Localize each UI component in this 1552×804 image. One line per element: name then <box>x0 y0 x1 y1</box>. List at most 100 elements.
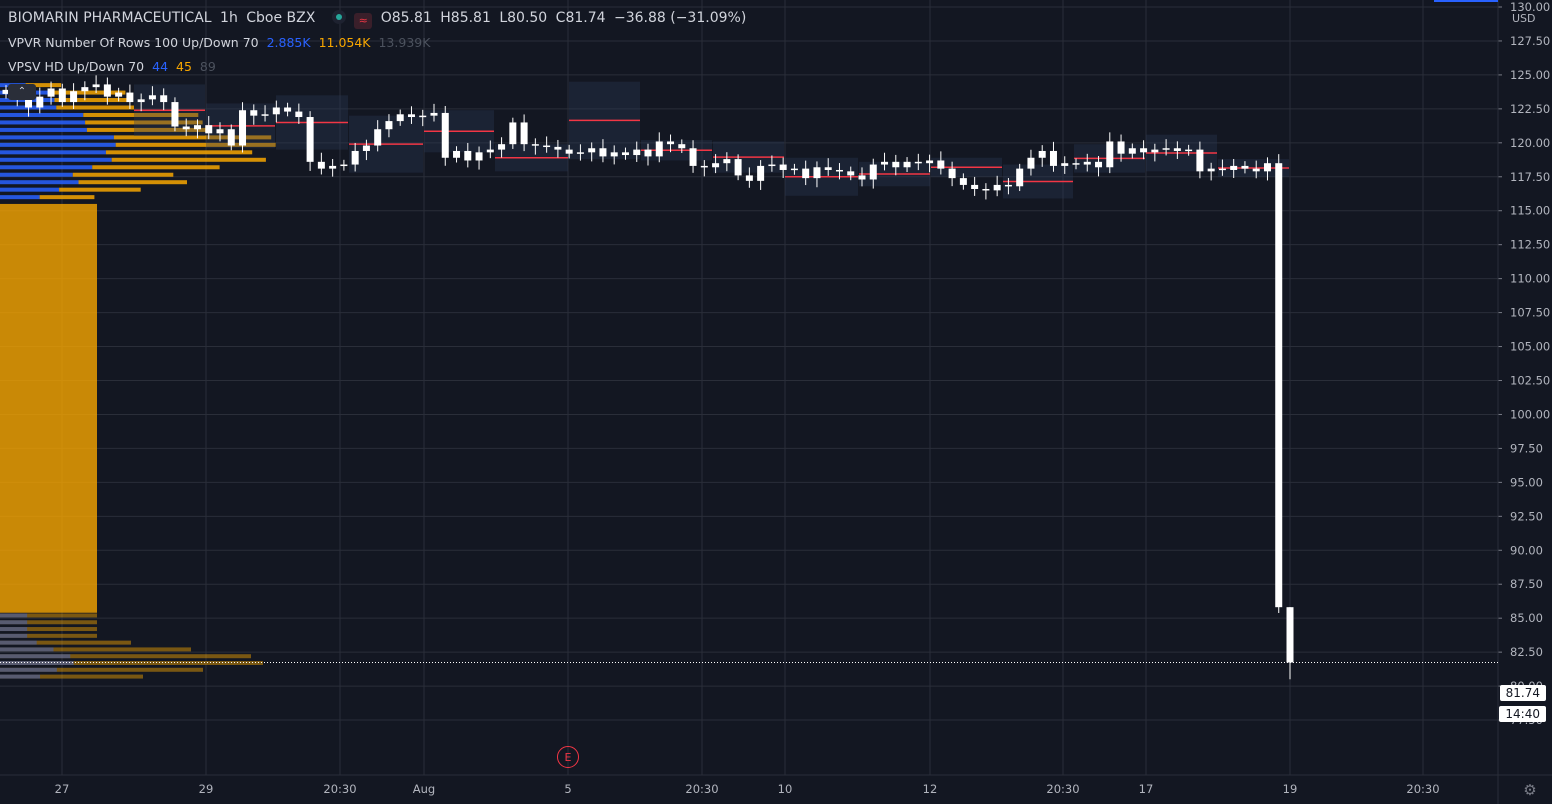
vpvr-down-bar <box>0 633 97 638</box>
close-value: C81.74 <box>555 10 606 26</box>
y-tick-label: 125.00 <box>1510 68 1550 82</box>
x-tick-label: 20:30 <box>1406 782 1439 796</box>
candle-body <box>486 149 494 153</box>
y-tick-label: 82.50 <box>1510 645 1543 659</box>
candle-body <box>171 102 179 127</box>
vpvr-down-bar <box>111 157 266 162</box>
candle-body <box>1185 149 1193 152</box>
vpvr-up-bar <box>0 654 71 659</box>
vpvr-down-bar <box>78 180 187 185</box>
candle-body <box>193 125 201 130</box>
vpvr-up-bar <box>0 620 28 625</box>
candle-body <box>802 168 810 179</box>
visibility-eye-icon[interactable] <box>331 10 346 24</box>
vpvr-up-bar <box>0 661 74 666</box>
candle-body <box>1106 141 1114 168</box>
x-tick-label: 20:30 <box>685 782 718 796</box>
collapse-legend-icon[interactable]: ⌃ <box>8 84 36 100</box>
candle-body <box>993 184 1001 191</box>
candle-body <box>903 161 911 168</box>
low-value: L80.50 <box>499 10 548 26</box>
candle-body <box>655 141 663 157</box>
vpvr-down-bar <box>39 195 95 200</box>
candle-body <box>892 161 900 168</box>
candle-body <box>419 115 427 118</box>
candle-body <box>430 112 438 116</box>
y-tick-label: 112.50 <box>1510 238 1550 252</box>
candle-body <box>588 148 596 153</box>
vpvr-up-bar <box>0 667 57 672</box>
vpsv-down-value: 45 <box>176 59 192 74</box>
vpvr-down-bar <box>56 105 134 110</box>
candle-body <box>667 141 675 145</box>
vpvr-down-bar <box>0 627 97 632</box>
candle-body <box>869 164 877 180</box>
candle-body <box>734 159 742 176</box>
candle-body <box>216 129 224 134</box>
vpvr-up-bar <box>0 120 86 125</box>
x-tick-label: 12 <box>923 782 938 796</box>
vpvr-up-bar <box>0 150 106 155</box>
candle-body <box>712 163 720 168</box>
legend-main: BIOMARIN PHARMACEUTICAL 1h Cboe BZX ≈ O8… <box>8 10 754 29</box>
candle-body <box>700 165 708 168</box>
vpvr-down-bar <box>54 98 130 103</box>
vpvr-down-value: 11.054K <box>318 35 371 50</box>
candle-body <box>1275 163 1283 608</box>
candle-body <box>644 149 652 157</box>
vpvr-down-bar <box>0 661 263 666</box>
candle-body <box>1207 168 1215 172</box>
vpvr-up-bar <box>0 613 28 618</box>
earnings-marker[interactable]: E <box>557 746 579 768</box>
vpvr-up-bar <box>0 180 79 185</box>
currency-label: USD <box>1512 12 1536 25</box>
candle-body <box>554 146 562 150</box>
candle-body <box>982 188 990 191</box>
symbol-name[interactable]: BIOMARIN PHARMACEUTICAL <box>8 10 212 26</box>
candle-body <box>1173 148 1181 151</box>
x-tick-label: 5 <box>564 782 571 796</box>
y-tick-label: 95.00 <box>1510 475 1543 489</box>
countdown-tag: 14:40 <box>1499 706 1546 722</box>
ohlc-values: O85.81 H85.81 L80.50 C81.74 −36.88 (−31.… <box>381 10 751 26</box>
scroll-indicator <box>1434 0 1498 2</box>
settings-gear-icon[interactable]: ⚙ <box>1523 781 1537 799</box>
vpvr-down-bar <box>105 150 253 155</box>
candle-body <box>779 164 787 170</box>
y-tick-label: 105.00 <box>1510 340 1550 354</box>
vpvr-total-value: 13.939K <box>378 35 431 50</box>
candle-body <box>1252 168 1260 172</box>
vpvr-up-bar <box>0 195 40 200</box>
candle-body <box>160 95 168 103</box>
wave-icon[interactable]: ≈ <box>354 13 373 29</box>
candle-body <box>103 84 111 97</box>
x-tick-label: 20:30 <box>1046 782 1079 796</box>
candle-body <box>58 88 66 103</box>
candle-body <box>1230 165 1238 170</box>
x-tick-label: 20:30 <box>323 782 356 796</box>
candle-body <box>1162 148 1170 150</box>
candle-body <box>576 152 584 154</box>
vpvr-down-bar <box>25 83 62 88</box>
candle-body <box>914 161 922 164</box>
vpvr-up-bar <box>0 647 54 652</box>
candle-body <box>272 107 280 115</box>
candle-body <box>2 89 10 94</box>
candle-body <box>329 165 337 169</box>
legend-vpsv[interactable]: VPSV HD Up/Down 70 44 45 89 <box>8 59 220 74</box>
candle-body <box>599 148 607 157</box>
candle-body <box>1061 163 1069 166</box>
candle-body <box>1049 150 1057 166</box>
x-tick-label: 10 <box>778 782 793 796</box>
vpsv-label: VPSV HD Up/Down 70 <box>8 59 145 74</box>
y-tick-label: 87.50 <box>1510 577 1543 591</box>
exchange-label: Cboe BZX <box>246 10 316 26</box>
vpvr-down-bar <box>0 613 97 618</box>
candle-body <box>926 160 934 164</box>
candle-body <box>509 122 517 145</box>
legend-vpvr[interactable]: VPVR Number Of Rows 100 Up/Down 70 2.885… <box>8 35 434 50</box>
interval-label[interactable]: 1h <box>220 10 238 26</box>
candle-body <box>768 164 776 167</box>
candle-body <box>453 150 461 158</box>
